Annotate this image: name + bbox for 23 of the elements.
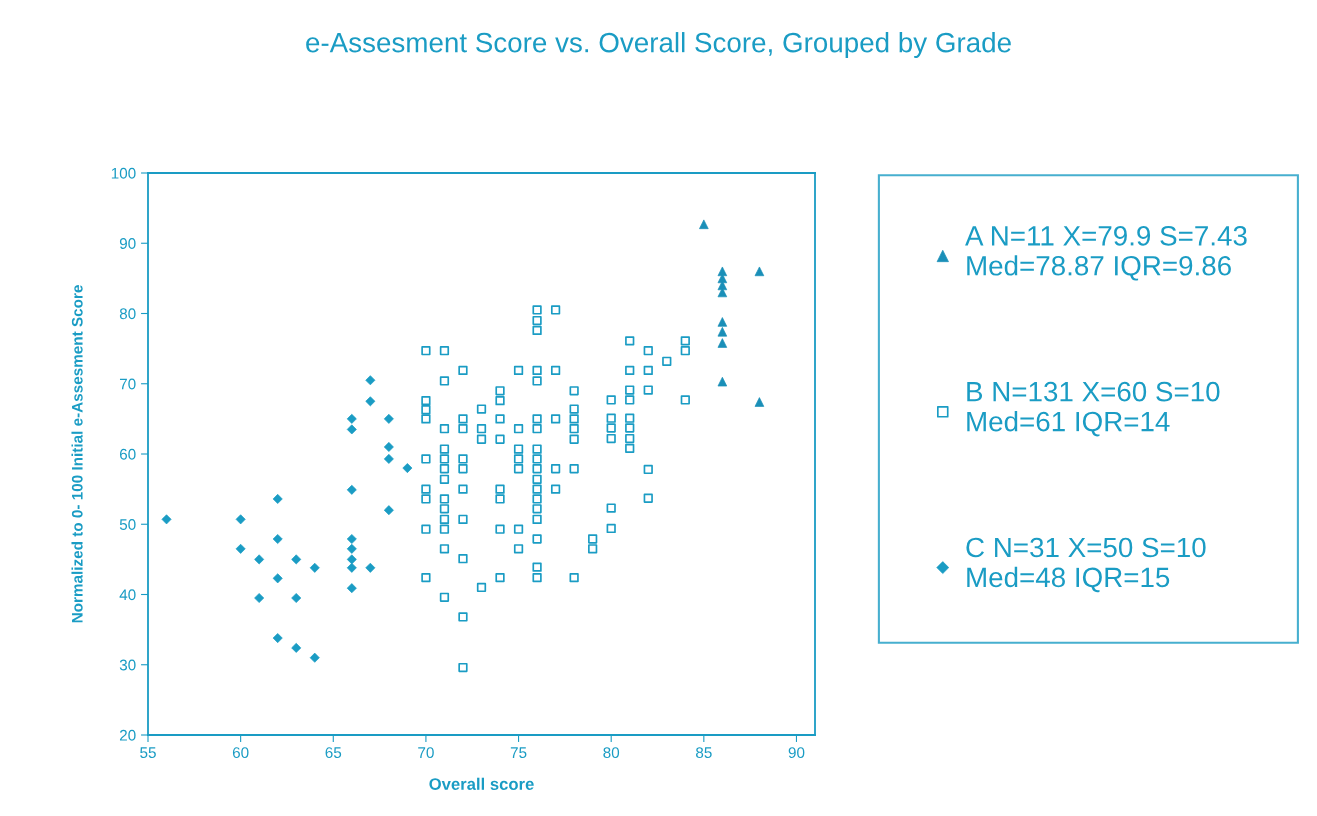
x-tick-label: 75 — [510, 747, 527, 759]
y-tick-label: 70 — [119, 378, 136, 390]
y-axis-title: Normalized to 0- 100 Initial e-Assesment Score — [71, 285, 83, 623]
x-tick-label: 60 — [232, 747, 249, 759]
legend-label: B N=131 X=60 S=10 Med=61 IQR=14 — [967, 381, 1220, 437]
chart-title: e-Assesment Score vs. Overall Score, Grouped by Grade — [306, 32, 1011, 58]
y-tick-label: 30 — [119, 659, 136, 671]
x-axis-title: Overall score — [429, 777, 534, 790]
y-tick-label: 90 — [119, 238, 136, 249]
y-tick-label: 60 — [119, 448, 136, 460]
legend-label: C N=31 X=50 S=10 Med=48 IQR=15 — [966, 537, 1206, 593]
y-tick-label: 40 — [119, 589, 136, 601]
x-tick-label: 90 — [788, 747, 805, 759]
x-tick-label: 85 — [696, 747, 712, 759]
x-tick-label: 80 — [603, 747, 620, 759]
y-tick-label: 100 — [111, 167, 136, 179]
y-tick-label: 50 — [119, 519, 136, 530]
x-tick-label: 65 — [325, 747, 342, 759]
x-tick-label: 55 — [140, 747, 156, 759]
x-tick-label: 70 — [418, 747, 434, 759]
legend-label: A N=11 X=79.9 S=7.43 Med=78.87 IQR=9.86 — [965, 226, 1247, 281]
y-tick-label: 80 — [119, 308, 136, 320]
y-tick-label: 20 — [119, 729, 136, 741]
